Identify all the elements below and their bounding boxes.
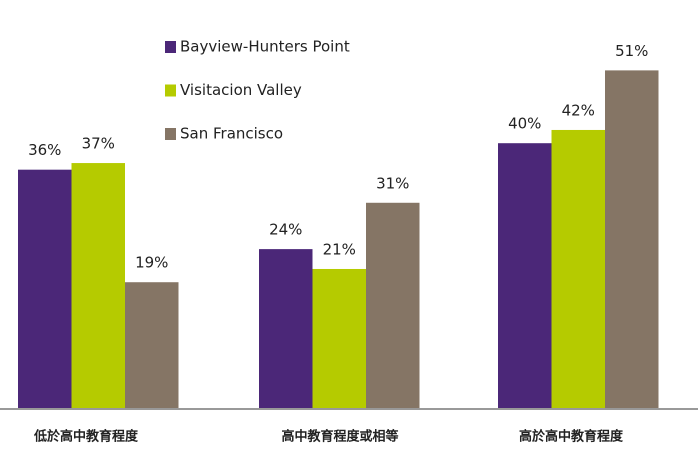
data-label: 51% (615, 42, 648, 60)
data-label: 40% (508, 115, 541, 133)
legend-label: San Francisco (180, 125, 283, 143)
x-tick-label: 高於高中教育程度 (519, 429, 624, 445)
bar (71, 163, 125, 408)
bar (551, 129, 605, 408)
data-label: 36% (28, 141, 61, 159)
data-label: 21% (323, 240, 356, 258)
data-label: 31% (376, 174, 409, 192)
data-label: 37% (82, 135, 115, 153)
legend-swatch (165, 128, 176, 140)
data-label: 42% (562, 101, 595, 119)
data-label: 19% (135, 254, 168, 272)
x-tick-label: 高中教育程度或相等 (281, 429, 398, 445)
legend-label: Bayview-Hunters Point (180, 38, 350, 56)
legend-label: Visitacion Valley (180, 81, 302, 99)
legend-swatch (165, 41, 176, 53)
bar (498, 143, 552, 408)
bar (259, 249, 313, 408)
legend-swatch (165, 84, 176, 97)
bar (312, 268, 366, 408)
data-label: 24% (269, 221, 302, 239)
bar (18, 169, 72, 408)
bar (605, 70, 659, 408)
bar (366, 202, 420, 408)
x-tick-label: 低於高中教育程度 (33, 429, 139, 445)
bar (125, 282, 179, 408)
